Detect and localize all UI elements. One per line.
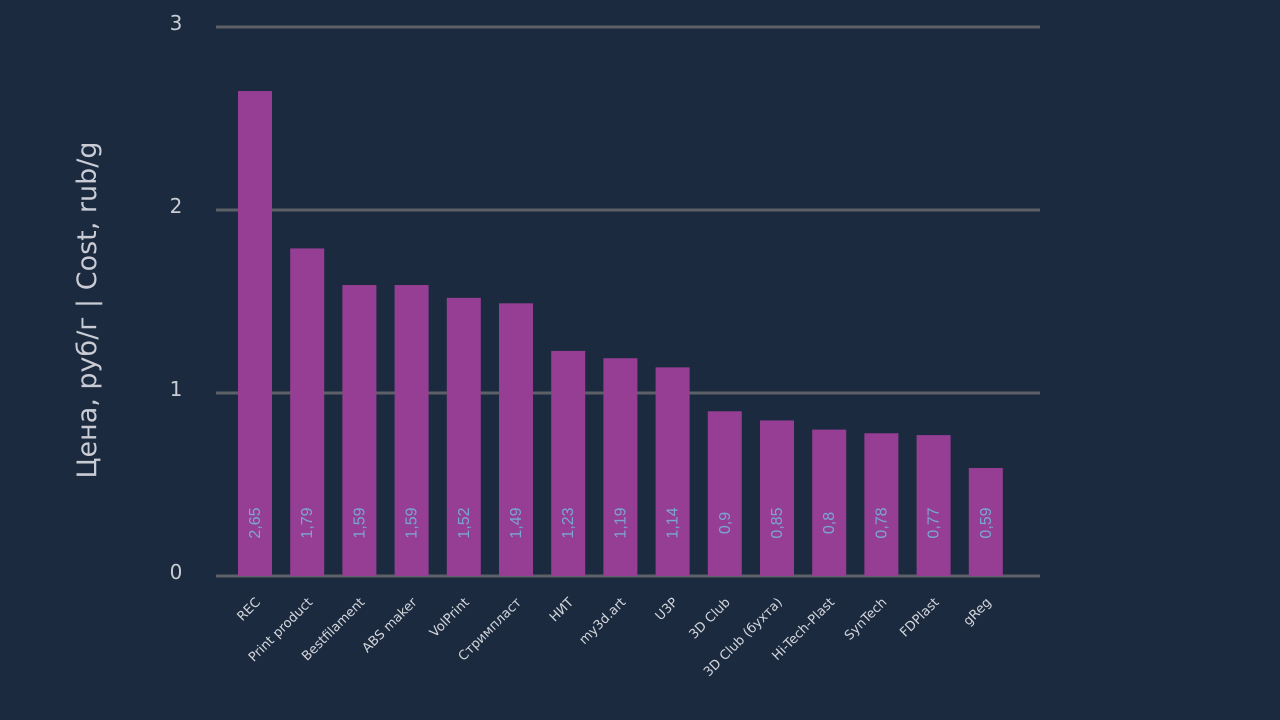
value-label: 1,19 xyxy=(612,507,629,538)
bar xyxy=(499,303,533,576)
bar xyxy=(812,429,847,576)
bar xyxy=(760,420,794,576)
value-label: 0,9 xyxy=(717,512,734,534)
y-tick-label: 0 xyxy=(170,560,183,584)
bar xyxy=(238,91,272,577)
category-label: U3P xyxy=(653,595,682,624)
value-label: 0,85 xyxy=(769,507,786,538)
y-tick-labels: 0 1 2 3 xyxy=(170,11,183,584)
y-tick-label: 1 xyxy=(170,377,183,401)
value-label: 1,49 xyxy=(508,507,525,538)
bar xyxy=(968,468,1003,576)
bar xyxy=(394,285,429,576)
value-labels: 2,65 1,79 1,59 1,59 1,52 1,49 1,23 1,19 1,14 0,9 0… xyxy=(247,507,995,538)
y-axis-title: Цена, руб/г | Cost, rub/g xyxy=(72,141,103,478)
category-label: FDPlast xyxy=(897,595,942,640)
bar xyxy=(290,248,325,576)
category-label: 3D Club xyxy=(687,595,734,642)
value-label: 0,8 xyxy=(821,512,838,534)
category-label: my3d.art xyxy=(577,595,630,648)
bar xyxy=(446,297,481,576)
value-label: 0,77 xyxy=(926,507,943,538)
value-label: 1,52 xyxy=(456,507,473,538)
value-label: 0,59 xyxy=(978,507,995,538)
bar xyxy=(864,433,899,576)
bar xyxy=(916,435,951,576)
value-label: 1,23 xyxy=(560,507,577,538)
bar xyxy=(603,358,638,576)
value-label: 2,65 xyxy=(247,507,264,538)
y-tick-label: 2 xyxy=(170,194,183,218)
value-label: 1,59 xyxy=(351,507,368,538)
category-label: SynTech xyxy=(842,595,890,643)
bar xyxy=(655,367,690,576)
category-label: НИТ xyxy=(547,595,577,625)
bar xyxy=(551,350,586,576)
bar xyxy=(707,411,742,576)
bars xyxy=(238,91,1003,577)
bar xyxy=(342,285,377,576)
value-label: 0,78 xyxy=(873,507,890,538)
category-label: REC xyxy=(235,595,264,624)
category-label: ABS maker xyxy=(360,595,421,656)
value-label: 1,79 xyxy=(299,507,316,538)
category-label: VolPrint xyxy=(427,595,473,641)
value-label: 1,59 xyxy=(404,507,421,538)
category-label: gReg xyxy=(961,595,995,629)
y-tick-label: 3 xyxy=(170,11,183,35)
value-label: 1,14 xyxy=(665,507,682,538)
